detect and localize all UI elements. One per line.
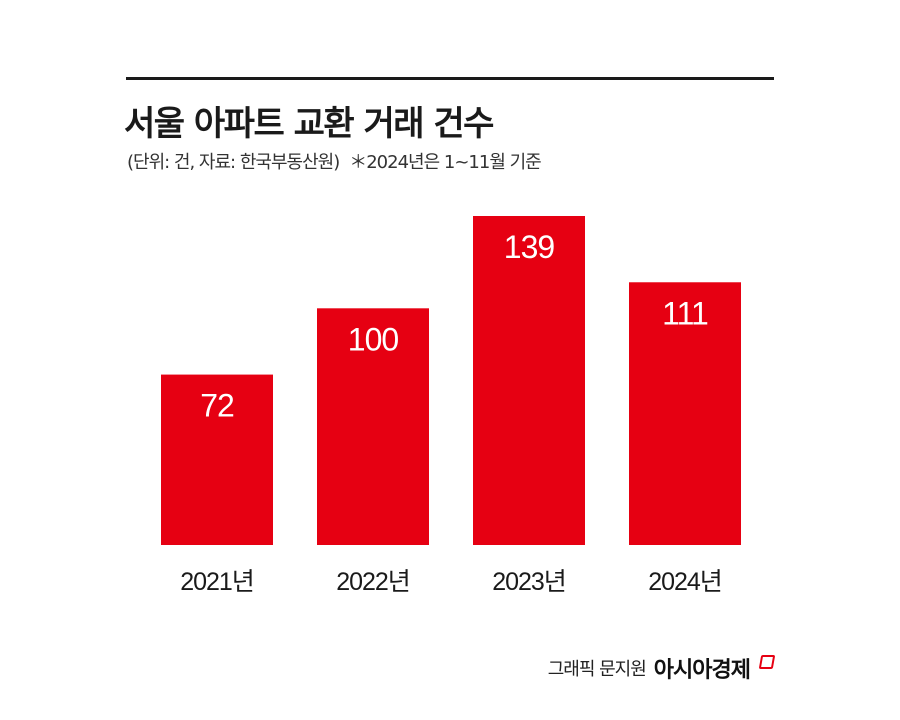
bar-2024년	[629, 282, 741, 545]
footnote-text: ＊2024년은 1~11월 기준	[349, 152, 541, 173]
bar-value-label: 100	[348, 321, 399, 357]
brand-mark-icon	[758, 655, 776, 669]
bar-value-label: 72	[200, 388, 234, 424]
credit: 그래픽 문지원 아시아경제	[547, 652, 776, 684]
category-label: 2021년	[180, 568, 254, 596]
bar-2022년	[317, 308, 429, 545]
bar-2023년	[473, 216, 585, 545]
brand-logo: 아시아경제	[653, 658, 751, 683]
chart-title: 서울 아파트 교환 거래 건수	[124, 104, 494, 144]
graphic-credit: 그래픽 문지원	[547, 659, 647, 680]
unit-source-text: (단위: 건, 자료: 한국부동산원)	[127, 152, 340, 173]
category-label: 2023년	[492, 568, 566, 596]
chart-subtitle: (단위: 건, 자료: 한국부동산원) ＊2024년은 1~11월 기준	[127, 148, 542, 174]
top-rule	[126, 77, 774, 80]
bar-value-label: 111	[662, 295, 708, 331]
category-label: 2022년	[336, 568, 410, 596]
bar-2021년	[161, 374, 273, 545]
bar-value-label: 139	[504, 229, 555, 265]
category-label: 2024년	[648, 568, 722, 596]
